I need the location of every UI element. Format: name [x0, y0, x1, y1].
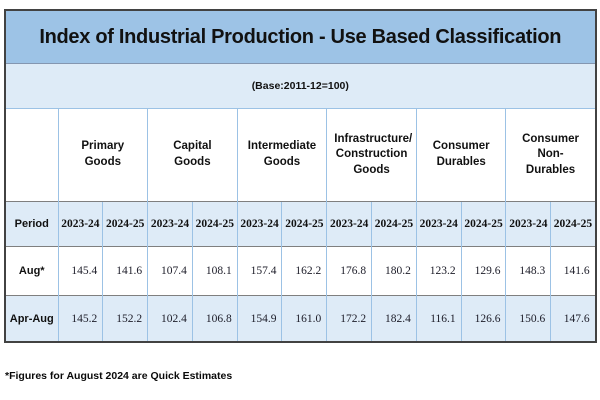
value-cell: 162.2: [281, 246, 327, 296]
year-cell: 2023-24: [147, 201, 193, 247]
year-cell: 2024-25: [102, 201, 148, 247]
value-cell: 147.6: [550, 295, 596, 342]
title-row: Index of Industrial Production - Use Bas…: [5, 10, 596, 64]
year-cell: 2024-25: [191, 201, 238, 247]
table-row-aug: Aug* 145.4 141.6 107.4 108.1 157.4 162.2…: [5, 246, 596, 296]
value-cell: 141.6: [102, 246, 148, 296]
period-label: Period: [5, 201, 58, 247]
row-label-aug: Aug*: [5, 246, 58, 296]
value-cell: 180.2: [371, 246, 417, 296]
base-year-note: (Base:2011-12=100): [5, 63, 596, 109]
value-cell: 154.9: [236, 295, 282, 342]
value-cell: 145.4: [57, 246, 103, 296]
value-cell: 161.0: [281, 295, 327, 342]
group-header-infrastructure-construction-goods: Infrastructure/ Construction Goods: [326, 108, 417, 202]
value-cell: 152.2: [102, 295, 148, 342]
year-cell: 2024-25: [550, 201, 596, 247]
page-title: Index of Industrial Production - Use Bas…: [5, 10, 596, 64]
value-cell: 102.4: [147, 295, 193, 342]
value-cell: 182.4: [371, 295, 417, 342]
value-cell: 150.6: [505, 295, 551, 342]
value-cell: 108.1: [191, 246, 238, 296]
year-cell: 2024-25: [460, 201, 506, 247]
value-cell: 126.6: [460, 295, 506, 342]
value-cell: 129.6: [460, 246, 506, 296]
year-cell: 2024-25: [371, 201, 417, 247]
value-cell: 116.1: [415, 295, 462, 342]
subtitle-row: (Base:2011-12=100): [5, 63, 596, 109]
year-cell: 2023-24: [57, 201, 103, 247]
group-header-row: Primary Goods Capital Goods Intermediate…: [5, 108, 596, 202]
year-cell: 2024-25: [281, 201, 327, 247]
group-header-capital-goods: Capital Goods: [147, 108, 238, 202]
value-cell: 141.6: [550, 246, 596, 296]
footnote: *Figures for August 2024 are Quick Estim…: [5, 370, 233, 382]
iip-table: Index of Industrial Production - Use Bas…: [4, 9, 597, 343]
year-cell: 2023-24: [236, 201, 282, 247]
row-label-apr-aug: Apr-Aug: [5, 295, 58, 342]
year-cell: 2023-24: [505, 201, 551, 247]
group-header-primary-goods: Primary Goods: [57, 108, 148, 202]
value-cell: 148.3: [505, 246, 551, 296]
value-cell: 145.2: [57, 295, 103, 342]
year-cell: 2023-24: [326, 201, 372, 247]
table-row-apr-aug: Apr-Aug 145.2 152.2 102.4 106.8 154.9 16…: [5, 295, 596, 342]
year-cell: 2023-24: [415, 201, 462, 247]
value-cell: 172.2: [326, 295, 372, 342]
value-cell: 107.4: [147, 246, 193, 296]
value-cell: 157.4: [236, 246, 282, 296]
corner-cell: [5, 108, 58, 202]
value-cell: 106.8: [191, 295, 238, 342]
group-header-consumer-non-durables: Consumer Non-Durables: [505, 108, 596, 202]
group-header-consumer-durables: Consumer Durables: [415, 108, 506, 202]
value-cell: 123.2: [415, 246, 462, 296]
period-header-row: Period 2023-24 2024-25 2023-24 2024-25 2…: [5, 201, 596, 247]
value-cell: 176.8: [326, 246, 372, 296]
group-header-intermediate-goods: Intermediate Goods: [236, 108, 327, 202]
